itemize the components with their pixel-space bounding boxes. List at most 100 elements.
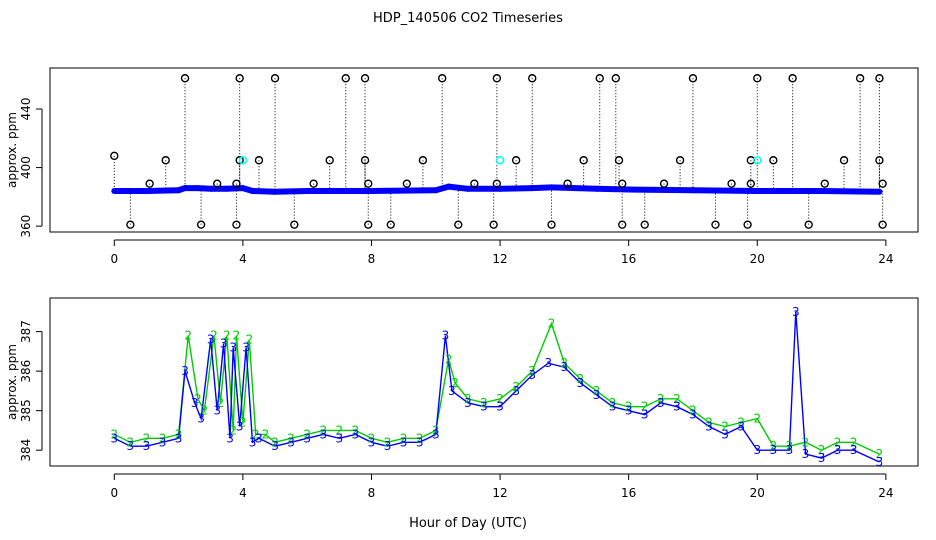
series-marker-2: 2: [528, 364, 536, 378]
spike-point: [386, 220, 395, 229]
spike-point: [746, 179, 756, 188]
y-tick-label: 387: [19, 320, 33, 343]
series-marker-2: 2: [262, 427, 270, 441]
baseline-segment: [818, 188, 883, 195]
spike-point: [727, 179, 736, 188]
series-marker-3: 3: [287, 435, 295, 449]
series-marker-2: 2: [143, 431, 151, 445]
series-marker-3: 3: [577, 376, 585, 390]
spike-point: [341, 74, 350, 83]
y-tick-label: 384: [19, 439, 33, 462]
y-tick-label: 360: [19, 215, 33, 238]
plot-frame: [49, 297, 919, 467]
series-marker-2: 2: [689, 404, 697, 418]
x-tick-label: 0: [110, 486, 118, 500]
series-line-3: [113, 311, 880, 463]
spike-point: [875, 74, 884, 83]
series-marker-2: 2: [657, 392, 665, 406]
spike-point: [418, 156, 428, 165]
spike-point: [579, 156, 588, 165]
chart-title: HDP_140506 CO2 Timeseries: [373, 11, 563, 26]
spike-point: [595, 74, 604, 83]
series-marker-3: 3: [544, 356, 552, 370]
series-marker-2: 2: [223, 329, 231, 343]
spike-point: [878, 179, 887, 188]
highlight-point: [238, 155, 248, 165]
spike-point: [547, 220, 556, 229]
series-marker-2: 2: [110, 427, 118, 441]
series-marker-2: 2: [850, 435, 858, 449]
spike-point: [640, 220, 649, 229]
spike-point: [145, 179, 154, 188]
series-marker-2: 2: [217, 396, 225, 410]
series-marker-2: 2: [641, 400, 649, 414]
series-marker-3: 3: [226, 431, 234, 445]
series-marker-3: 3: [786, 443, 794, 457]
spike-point: [839, 156, 849, 165]
spike-point: [769, 156, 778, 165]
x-tick-label: 12: [492, 486, 507, 500]
series-marker-3: 3: [319, 427, 327, 441]
spike-point: [878, 220, 887, 229]
y-axis-label: approx. ppm: [5, 112, 19, 188]
baseline-segment: [249, 188, 279, 195]
spike-point: [290, 220, 299, 229]
series-marker-3: 3: [689, 408, 697, 422]
spike-point: [659, 179, 669, 188]
spike-point: [254, 156, 264, 165]
series-marker-2: 2: [802, 435, 810, 449]
series-marker-2: 2: [271, 435, 279, 449]
x-tick-label: 4: [239, 486, 247, 500]
series-marker-3: 3: [792, 305, 800, 319]
spike-point: [489, 220, 498, 229]
series-marker-3: 3: [110, 431, 118, 445]
series-marker-2: 2: [561, 356, 569, 370]
series-marker-3: 3: [721, 427, 729, 441]
y-tick-label: 386: [19, 360, 33, 383]
spike-point: [563, 179, 572, 188]
series-marker-2: 2: [229, 423, 237, 437]
series-marker-3: 3: [802, 447, 810, 461]
spike-point: [402, 179, 412, 188]
spike-point: [618, 179, 627, 188]
baseline-segment: [625, 186, 696, 194]
series-marker-2: 2: [818, 443, 826, 457]
series-marker-3: 3: [641, 408, 649, 422]
series-marker-3: 3: [127, 439, 135, 453]
spike-point: [180, 74, 190, 83]
x-tick-label: 24: [878, 486, 893, 500]
series-marker-2: 2: [239, 416, 247, 430]
x-tick-label: 0: [110, 252, 118, 266]
series-marker-2: 2: [496, 392, 504, 406]
spike-point: [161, 156, 170, 165]
spike-point: [528, 74, 537, 83]
spike-point: [235, 74, 244, 83]
series-marker-3: 3: [242, 340, 250, 354]
series-marker-2: 2: [445, 352, 453, 366]
series-marker-3: 3: [673, 400, 681, 414]
series-marker-2: 2: [184, 329, 192, 343]
spike-point: [309, 179, 318, 188]
series-marker-2: 2: [303, 427, 311, 441]
x-tick-label: 24: [878, 252, 893, 266]
series-marker-3: 3: [181, 364, 189, 378]
series-marker-3: 3: [352, 427, 360, 441]
series-marker-3: 3: [197, 412, 205, 426]
series-marker-2: 2: [245, 333, 253, 347]
series-marker-3: 3: [876, 455, 884, 469]
spike-point: [364, 220, 373, 229]
series-marker-2: 2: [721, 419, 729, 433]
y-tick-label: 440: [19, 98, 33, 121]
series-marker-3: 3: [850, 443, 858, 457]
series-marker-2: 2: [352, 423, 360, 437]
series-marker-2: 2: [770, 439, 778, 453]
series-marker-3: 3: [657, 396, 665, 410]
series-marker-3: 3: [213, 404, 221, 418]
series-marker-3: 3: [448, 384, 456, 398]
series-marker-2: 2: [512, 380, 520, 394]
series-marker-3: 3: [528, 368, 536, 382]
spike-point: [675, 156, 685, 165]
x-tick-label: 16: [621, 252, 636, 266]
